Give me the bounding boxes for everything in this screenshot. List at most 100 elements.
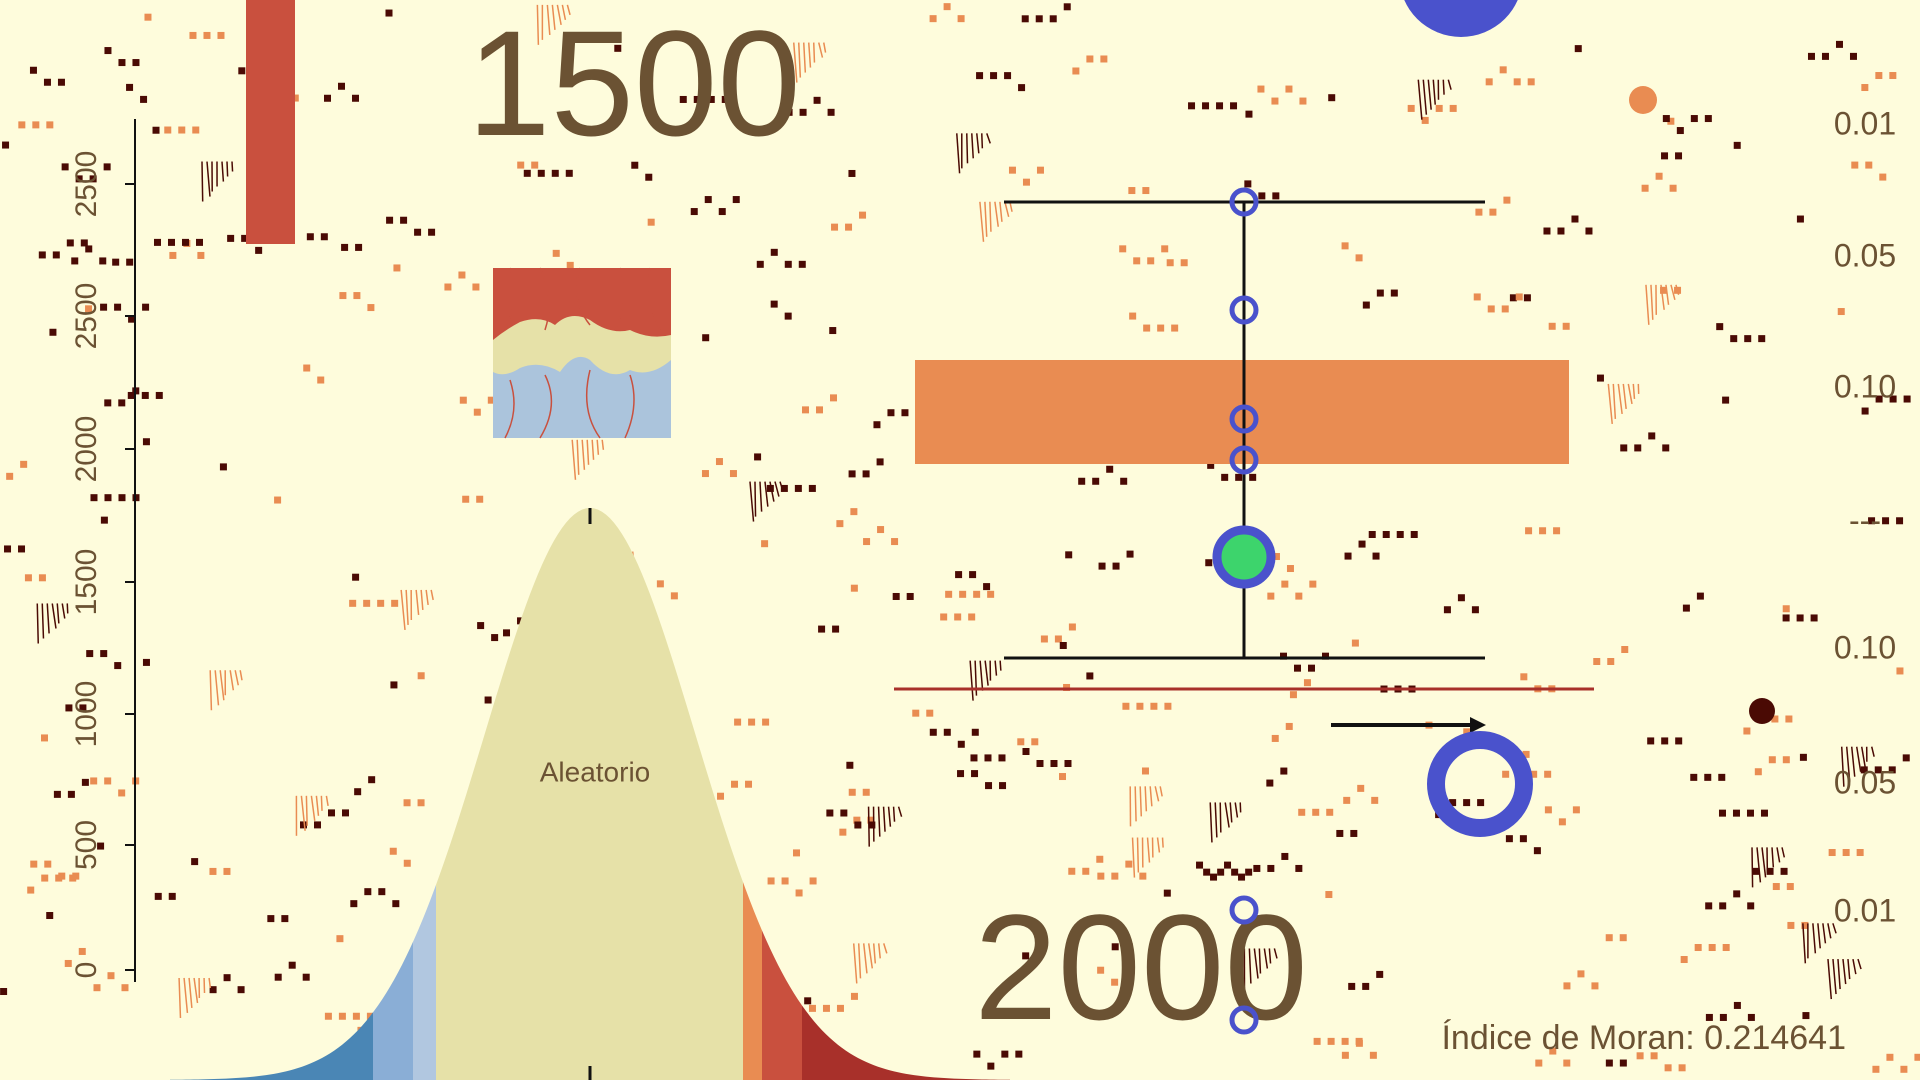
deco-square	[614, 44, 622, 52]
red-bar	[246, 0, 295, 244]
deco-square	[324, 1012, 332, 1020]
deco-hatch	[857, 943, 862, 979]
deco-square	[1782, 756, 1790, 764]
deco-hatch	[1432, 79, 1436, 105]
deco-square	[1477, 799, 1485, 807]
deco-square	[241, 234, 249, 242]
deco-square	[267, 915, 275, 923]
deco-square	[1730, 335, 1738, 343]
deco-square	[1621, 646, 1629, 654]
deco-hatch	[214, 670, 220, 706]
deco-hatch	[807, 42, 812, 68]
deco-square	[816, 406, 824, 414]
deco-hatch	[586, 439, 590, 465]
deco-hatch	[1756, 847, 1762, 883]
deco-square	[1509, 294, 1517, 302]
deco-hatch	[1144, 786, 1148, 812]
deco-hatch	[1273, 948, 1278, 959]
deco-square	[1097, 966, 1105, 974]
deco-square	[1238, 873, 1246, 881]
deco-square	[1708, 944, 1716, 952]
deco-square	[114, 303, 122, 311]
deco-square	[90, 777, 98, 785]
deco-square	[973, 590, 981, 598]
deco-square	[355, 243, 363, 251]
axis-label: 500	[70, 820, 103, 870]
deco-hatch	[320, 795, 323, 811]
deco-hatch	[1248, 948, 1252, 984]
deco-square	[1802, 1012, 1810, 1020]
deco-square	[1119, 245, 1127, 253]
deco-hatch	[188, 977, 193, 1009]
deco-square	[1295, 592, 1303, 600]
deco-square	[386, 216, 394, 224]
deco-square	[192, 126, 200, 134]
deco-square	[1563, 982, 1571, 990]
deco-square	[324, 94, 332, 102]
deco-square	[274, 973, 282, 981]
deco-square	[1157, 324, 1165, 332]
deco-square	[973, 1050, 981, 1058]
deco-hatch	[231, 161, 234, 172]
deco-square	[1207, 461, 1215, 469]
deco-hatch	[969, 660, 974, 701]
deco-square	[1837, 308, 1845, 316]
deco-square	[1463, 728, 1471, 736]
deco-square	[1690, 773, 1698, 781]
deco-square	[1285, 722, 1293, 730]
deco-square	[1903, 395, 1911, 403]
deco-square	[104, 399, 112, 407]
deco-square	[1605, 934, 1613, 942]
deco-hatch	[759, 481, 763, 512]
deco-square	[1341, 1037, 1349, 1045]
decorations	[0, 3, 1920, 1073]
deco-square	[65, 704, 73, 712]
deco-square	[1562, 322, 1570, 330]
deco-square	[1572, 806, 1580, 814]
deco-square	[940, 613, 948, 621]
deco-square	[1716, 323, 1724, 331]
deco-hatch	[882, 806, 886, 832]
deco-hatch	[1268, 948, 1272, 964]
deco-square	[364, 888, 372, 896]
deco-square	[1489, 208, 1497, 216]
deco-square	[745, 780, 753, 788]
deco-square	[1875, 395, 1883, 403]
deco-square	[219, 463, 227, 471]
deco-square	[1591, 982, 1599, 990]
deco-square	[400, 216, 408, 224]
deco-square	[288, 961, 296, 969]
deco-square	[189, 31, 197, 39]
deco-square	[1231, 868, 1239, 876]
deco-hatch	[852, 943, 858, 984]
right-labels: 0.01 0.05 0.10 --- 0.10 0.05 0.01	[1834, 105, 1896, 928]
deco-square	[378, 888, 386, 896]
deco-square	[417, 672, 425, 680]
axis-label: 2500	[70, 151, 103, 218]
deco-hatch	[1139, 786, 1143, 817]
deco-square	[89, 175, 97, 183]
deco-hatch	[986, 133, 991, 144]
right-label: 0.05	[1834, 237, 1896, 273]
deco-hatch	[1263, 948, 1269, 969]
deco-square	[1100, 55, 1108, 63]
deco-hatch	[862, 943, 868, 974]
deco-hatch	[1447, 79, 1452, 90]
deco-square	[1065, 551, 1073, 559]
deco-square	[1766, 867, 1774, 875]
deco-square	[164, 126, 172, 134]
deco-square	[831, 223, 839, 231]
deco-square	[734, 718, 742, 726]
deco-hatch	[1427, 79, 1432, 110]
deco-square	[976, 72, 984, 80]
deco-square	[1355, 254, 1363, 262]
deco-square	[784, 260, 792, 268]
deco-hatch	[1004, 201, 1010, 217]
deco-square	[144, 13, 152, 21]
deco-square	[1312, 808, 1320, 816]
deco-square	[1022, 748, 1030, 756]
deco-hatch	[1675, 284, 1680, 296]
deco-hatch	[1131, 837, 1136, 878]
deco-square	[1530, 770, 1538, 778]
